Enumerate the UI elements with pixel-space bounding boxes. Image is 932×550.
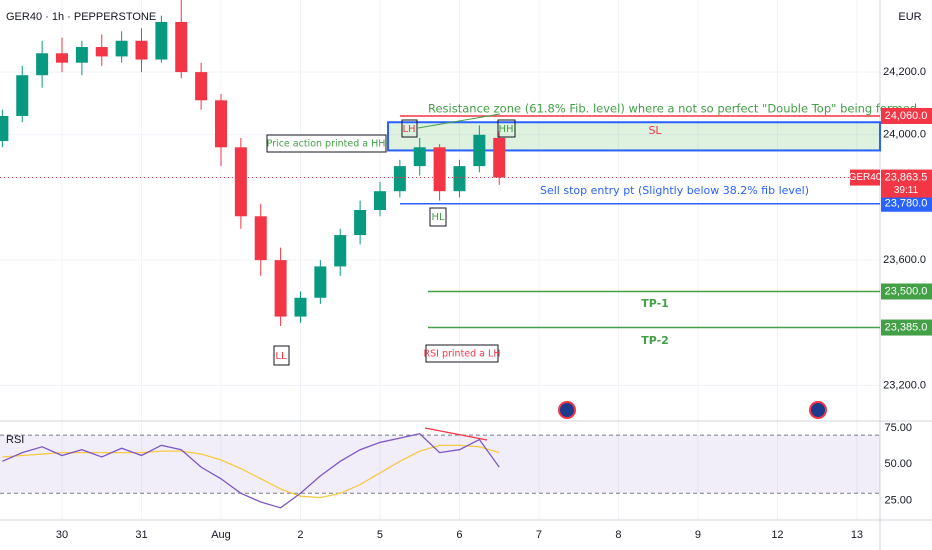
symbol-label: GER40	[849, 172, 882, 183]
grid	[0, 0, 880, 520]
candle-body	[234, 147, 247, 217]
event-icon[interactable]	[558, 401, 576, 419]
rsi-tick-label: 75.00	[884, 422, 912, 434]
tp1-label: TP-1	[641, 297, 669, 310]
x-tick-label: 31	[135, 529, 147, 541]
candle-body	[56, 53, 69, 63]
symbol-title: GER40 · 1h · PEPPERSTONE	[6, 11, 156, 23]
candle-body	[115, 40, 128, 57]
x-tick-label: 30	[56, 529, 68, 541]
event-icon[interactable]	[809, 401, 827, 419]
entry-note: Sell stop entry pt (Slightly below 38.2%…	[540, 184, 809, 197]
candle-body	[175, 21, 188, 73]
ll-label: LL	[275, 351, 287, 362]
candle-body	[393, 166, 406, 192]
candle-body	[314, 266, 327, 298]
candle-body	[16, 75, 29, 116]
plot	[0, 0, 881, 509]
rsi-tick-label: 25.00	[884, 494, 912, 506]
price-label: 23,385.0	[885, 321, 928, 333]
hh-label: HH	[498, 124, 513, 135]
price-label-box	[881, 195, 932, 212]
candle-body	[75, 47, 88, 63]
y-tick-label: 23,200.0	[883, 379, 926, 391]
price-label-box	[881, 107, 932, 124]
x-tick-label: 7	[536, 529, 542, 541]
rsi-title: RSI	[6, 434, 24, 446]
candle-body	[274, 260, 287, 317]
candle-body	[214, 100, 227, 148]
label-box	[401, 119, 418, 138]
candle-body	[254, 216, 267, 261]
x-tick-label: 8	[615, 529, 621, 541]
label-box	[497, 119, 516, 138]
resistance-zone	[387, 121, 881, 152]
candle-body	[294, 297, 307, 317]
currency[interactable]: EUR	[898, 11, 921, 23]
x-tick-label: 6	[456, 529, 462, 541]
candle-body	[493, 137, 506, 178]
candle-body	[36, 53, 49, 76]
price-label-box	[881, 283, 932, 300]
rsi-lh-note: RSI printed a LH	[424, 349, 501, 360]
candle-body	[135, 40, 148, 60]
label-box	[429, 207, 447, 227]
symbol-box	[850, 169, 880, 186]
candle-body	[354, 210, 367, 236]
price-label: 24,060.0	[885, 110, 928, 122]
rsi-band	[0, 435, 880, 494]
hl-label: HL	[431, 212, 445, 223]
x-tick-label: 13	[851, 529, 863, 541]
resistance-note: Resistance zone (61.8% Fib. level) where…	[428, 102, 917, 116]
price-label: 23,780.0	[885, 198, 928, 210]
x-tick-label: 9	[695, 529, 701, 541]
last-price: 23,863.5	[885, 171, 928, 183]
candle-body	[413, 147, 426, 167]
candle-body	[473, 134, 486, 167]
price-hh-note: Price action printed a HH	[267, 139, 386, 150]
label-box	[273, 345, 290, 366]
note-pointer	[417, 113, 501, 129]
sl-label: SL	[648, 124, 662, 137]
candle-body	[0, 115, 9, 142]
x-tick-label: 2	[297, 529, 303, 541]
x-tick-label: Aug	[211, 529, 231, 541]
tp2-label: TP-2	[641, 334, 669, 347]
rsi-line	[2, 433, 500, 509]
candle-body	[334, 235, 347, 267]
price-label-box	[881, 319, 932, 336]
price-label: 23,500.0	[885, 285, 928, 297]
candle-body	[433, 147, 446, 192]
y-tick-label: 24,000.0	[883, 129, 926, 141]
candle-body	[95, 47, 108, 57]
candle-body	[453, 166, 466, 192]
rsi-tick-label: 50.00	[884, 458, 912, 470]
divergence-line	[424, 427, 488, 441]
candle-body	[373, 191, 386, 210]
x-tick-label: 5	[377, 529, 383, 541]
note-box	[266, 134, 387, 153]
note-box	[425, 344, 499, 363]
y-tick-label: 23,600.0	[883, 254, 926, 266]
rsi-line	[2, 444, 500, 499]
candle-body	[155, 21, 168, 60]
y-tick-label: 24,200.0	[883, 66, 926, 78]
countdown: 39:11	[894, 185, 919, 196]
x-tick-label: 12	[771, 529, 783, 541]
candle-body	[195, 72, 208, 101]
lh-label: LH	[402, 124, 415, 135]
last-price-box	[881, 169, 932, 198]
